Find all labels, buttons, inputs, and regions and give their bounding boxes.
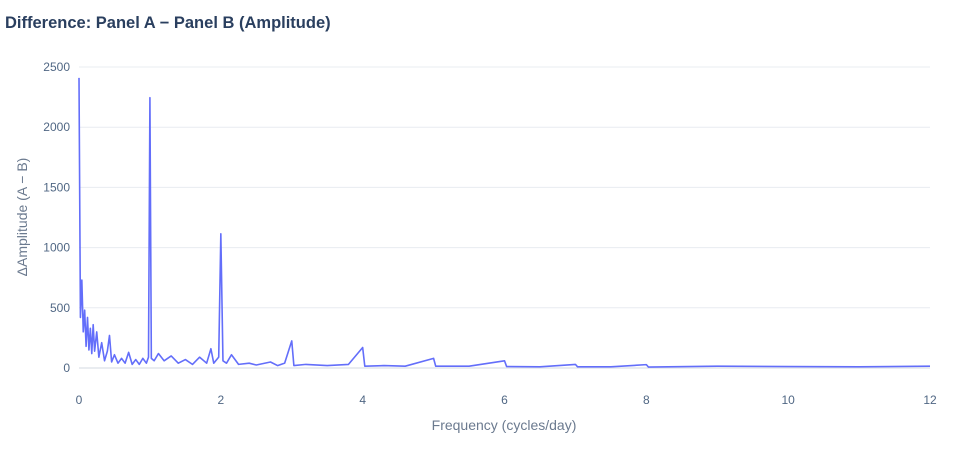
x-axis-title: Frequency (cycles/day) bbox=[432, 417, 577, 433]
y-tick-label: 2500 bbox=[43, 60, 70, 74]
x-tick-label: 0 bbox=[76, 393, 83, 407]
series-line bbox=[78, 77, 931, 368]
y-tick-label: 1500 bbox=[43, 180, 70, 194]
x-tick-label: 2 bbox=[217, 393, 224, 407]
y-axis-title: ΔAmplitude (A − B) bbox=[14, 158, 30, 277]
x-tick-label: 4 bbox=[359, 393, 366, 407]
chart-title: Difference: Panel A − Panel B (Amplitude… bbox=[5, 14, 331, 32]
x-tick-label: 12 bbox=[923, 393, 937, 407]
gridlines bbox=[79, 66, 930, 369]
y-tick-label: 0 bbox=[63, 361, 70, 375]
x-tick-label: 8 bbox=[643, 393, 650, 407]
y-tick-label: 500 bbox=[50, 301, 70, 315]
x-tick-label: 6 bbox=[501, 393, 508, 407]
series-layer bbox=[78, 77, 931, 368]
x-tick-label: 10 bbox=[781, 393, 795, 407]
tick-labels: 0 500 1000 1500 2000 2500 0 2 4 6 8 10 12 bbox=[43, 60, 937, 407]
y-tick-label: 2000 bbox=[43, 120, 70, 134]
y-tick-label: 1000 bbox=[43, 241, 70, 255]
